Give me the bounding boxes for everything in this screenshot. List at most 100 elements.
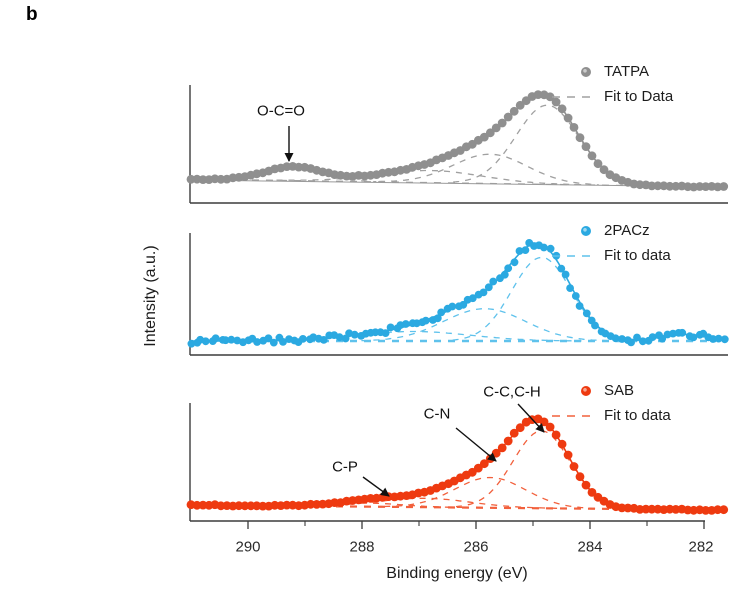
tatpa-data-point xyxy=(509,106,519,116)
sab-fit-component-2 xyxy=(287,497,559,509)
sab-data-point xyxy=(509,428,519,438)
sab-data-point xyxy=(719,505,729,515)
pacz-data-point xyxy=(648,333,657,341)
annotation-o-c-o: O-C=O xyxy=(257,102,305,120)
figure-label: b xyxy=(26,4,38,25)
tatpa-data-point xyxy=(581,142,591,152)
annotation-c-p: C-P xyxy=(332,458,358,476)
x-tick-286: 286 xyxy=(463,538,489,556)
pacz-data-point xyxy=(421,316,430,325)
tatpa-data-point xyxy=(719,182,729,191)
y-axis-label: Intensity (a.u.) xyxy=(142,245,159,347)
x-tick-284: 284 xyxy=(577,538,603,556)
tatpa-data-point xyxy=(593,159,603,169)
legend-label-fit-to-data-2pacz: Fit to data xyxy=(604,247,671,264)
pacz-data-point xyxy=(638,337,647,346)
x-tick-282: 282 xyxy=(688,538,714,556)
pacz-data-point xyxy=(269,338,278,347)
sab-envelope-line xyxy=(191,417,725,511)
pacz-data-point xyxy=(546,244,555,253)
annotation-c-n: C-N xyxy=(423,405,451,423)
pacz-fit-component-1 xyxy=(361,308,607,342)
pacz-data-point xyxy=(433,314,442,323)
annotation-c-c-c-h: C-C,C-H xyxy=(483,383,541,401)
pacz-fit-component-2 xyxy=(242,330,582,342)
pacz-data-point xyxy=(319,336,328,344)
pacz-legend-marker-highlight xyxy=(583,228,587,232)
x-tick-288: 288 xyxy=(349,538,375,556)
pacz-data-point xyxy=(571,292,580,300)
sab-fit-component-1 xyxy=(384,476,596,510)
sab-data-point xyxy=(563,450,573,460)
pacz-data-point xyxy=(187,339,196,348)
pacz-data-point xyxy=(479,288,488,297)
tatpa-data-point xyxy=(503,112,513,122)
pacz-data-point xyxy=(335,333,344,342)
tatpa-legend-marker-highlight xyxy=(583,69,587,73)
sab-data-series xyxy=(186,414,729,515)
tatpa-data-point xyxy=(569,123,579,132)
pacz-data-point xyxy=(591,321,599,330)
pacz-data-point xyxy=(618,335,626,343)
pacz-data-point xyxy=(627,338,635,347)
sab-data-point xyxy=(551,430,561,440)
tatpa-fit-component-1 xyxy=(379,153,599,186)
pacz-data-point xyxy=(582,309,591,318)
legend-label-2pacz: 2PACz xyxy=(604,222,650,239)
pacz-data-point xyxy=(468,294,477,303)
tatpa-data-point xyxy=(587,151,597,161)
tatpa-data-point xyxy=(599,165,609,175)
sab-data-point xyxy=(515,423,525,433)
sab-data-point xyxy=(503,436,513,446)
pacz-data-point xyxy=(633,333,641,342)
pacz-data-point xyxy=(381,329,390,337)
sab-data-point xyxy=(575,472,585,482)
pacz-data-point xyxy=(448,302,457,311)
sab-data-point xyxy=(581,480,591,490)
sab-data-point xyxy=(569,462,579,471)
pacz-data-point xyxy=(459,300,468,309)
pacz-data-point xyxy=(709,335,717,343)
pacz-fit-component-0 xyxy=(452,256,630,341)
pacz-data-point xyxy=(575,302,584,310)
x-axis-label: Binding energy (eV) xyxy=(386,565,528,582)
pacz-data-point xyxy=(510,258,519,267)
pacz-data-point xyxy=(720,335,729,344)
annotation-arrow-2 xyxy=(455,427,497,462)
tatpa-data-point xyxy=(551,97,561,107)
tatpa-data-point xyxy=(575,133,585,143)
legend-label-sab: SAB xyxy=(604,382,635,399)
pacz-data-point xyxy=(350,330,359,339)
pacz-data-point xyxy=(221,336,230,345)
pacz-data-point xyxy=(540,243,548,252)
pacz-data-point xyxy=(504,264,513,273)
pacz-data-point xyxy=(521,246,530,255)
sab-data-point xyxy=(479,459,489,469)
annotation-arrow-1 xyxy=(362,476,390,497)
pacz-data-point xyxy=(253,338,261,346)
pacz-data-point xyxy=(561,270,570,279)
legend-label-fit-to-data-tatpa: Fit to Data xyxy=(604,88,674,105)
pacz-data-point xyxy=(386,323,395,332)
pacz-data-series xyxy=(187,239,729,348)
sab-data-point xyxy=(497,443,507,453)
tatpa-data-point xyxy=(485,128,495,138)
tatpa-data-point xyxy=(491,123,501,133)
pacz-data-point xyxy=(227,335,236,344)
pacz-data-point xyxy=(557,264,566,273)
sab-legend-marker-highlight xyxy=(583,388,587,392)
tatpa-data-series xyxy=(186,90,729,192)
pacz-data-point xyxy=(689,333,698,342)
pacz-data-point xyxy=(515,247,524,255)
pacz-data-point xyxy=(489,277,498,286)
pacz-data-point xyxy=(611,334,620,343)
sab-data-point xyxy=(545,422,555,432)
pacz-data-point xyxy=(201,337,210,346)
tatpa-data-point xyxy=(557,104,567,114)
pacz-data-point xyxy=(484,283,493,292)
pacz-data-point xyxy=(500,270,509,279)
pacz-data-point xyxy=(264,334,273,343)
pacz-data-point xyxy=(279,338,287,346)
